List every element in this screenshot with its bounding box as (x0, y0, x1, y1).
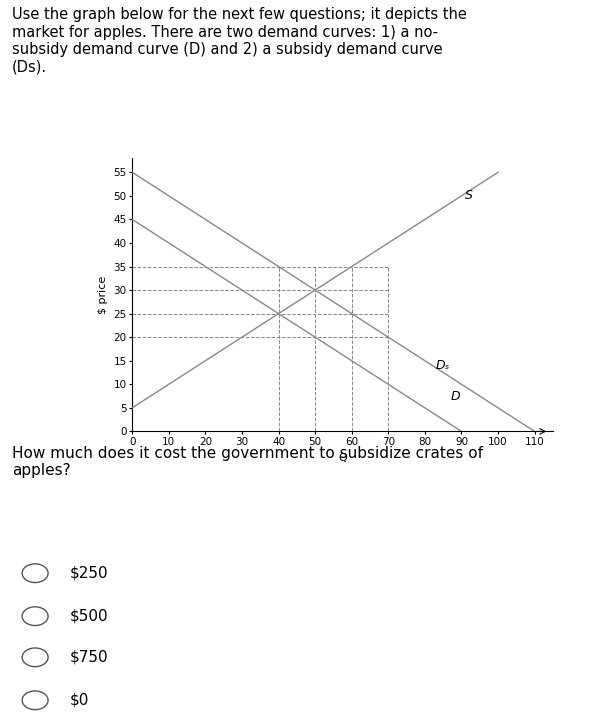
Text: Dₛ: Dₛ (436, 359, 450, 372)
Text: $500: $500 (70, 609, 108, 623)
Y-axis label: $ price: $ price (98, 275, 108, 314)
Text: S: S (465, 189, 473, 202)
X-axis label: Q: Q (338, 452, 347, 462)
Text: How much does it cost the government to subsidize crates of
apples?: How much does it cost the government to … (12, 446, 483, 478)
Text: $0: $0 (70, 693, 89, 707)
Text: Use the graph below for the next few questions; it depicts the
market for apples: Use the graph below for the next few que… (12, 7, 467, 74)
Text: D: D (451, 390, 460, 403)
Text: $750: $750 (70, 650, 108, 665)
Text: $250: $250 (70, 566, 108, 581)
